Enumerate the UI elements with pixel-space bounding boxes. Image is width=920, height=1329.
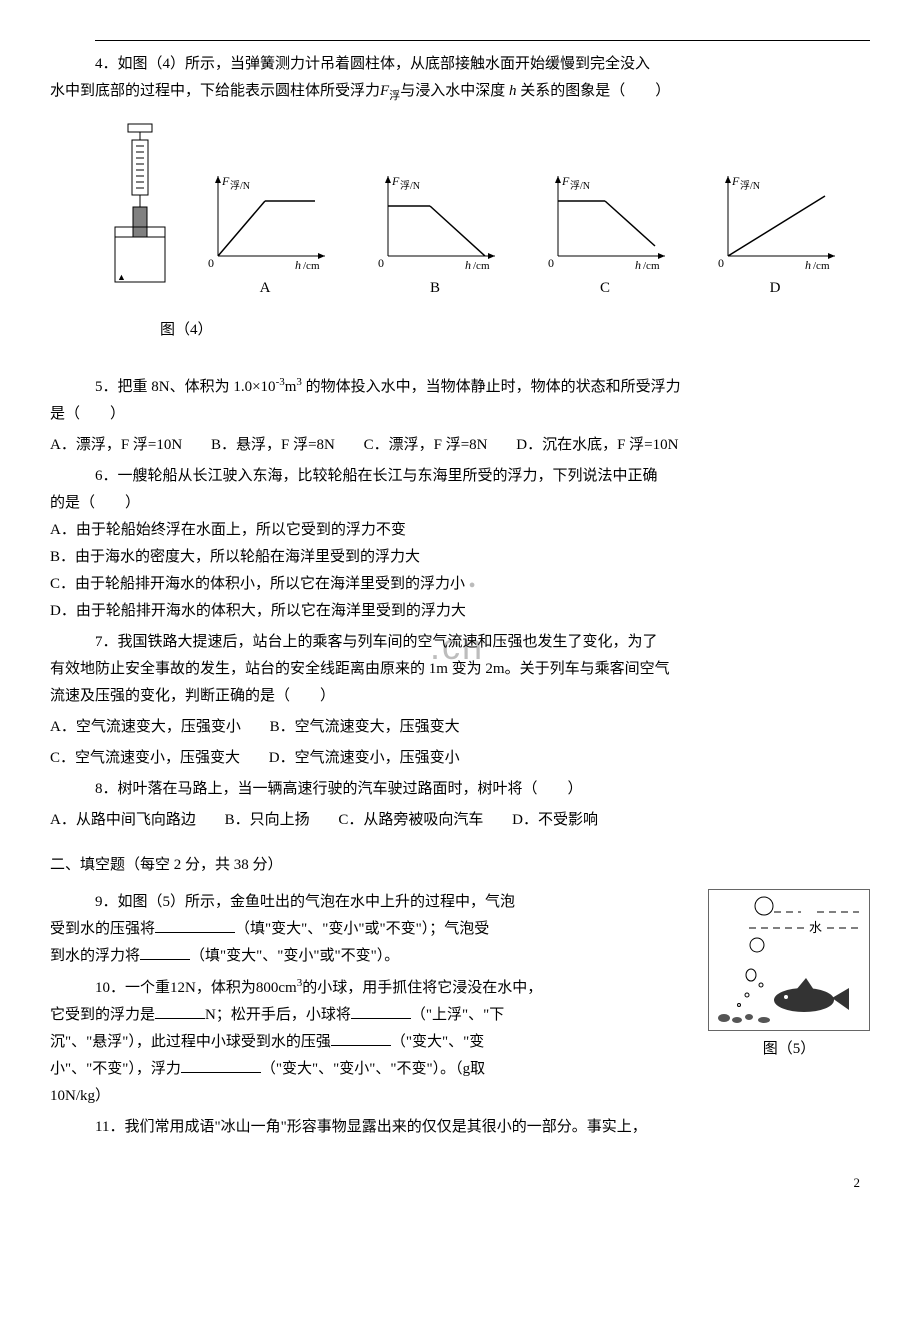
blank-input[interactable]: [351, 1003, 411, 1019]
question-8: 8．树叶落在马路上，当一辆高速行驶的汽车驶过路面时，树叶将（ ） A．从路中间飞…: [50, 776, 870, 834]
q4-number: 4．: [95, 56, 118, 72]
q4-line1: 4．如图（4）所示，当弹簧测力计吊着圆柱体，从底部接触水面开始缓慢到完全没入: [50, 51, 870, 78]
graph-d-label: D: [710, 275, 840, 302]
graph-a: F 浮/N 0 h /cm A: [200, 171, 330, 302]
figure-4-caption: 图（4）: [50, 317, 870, 344]
q11-number: 11．: [95, 1119, 124, 1135]
question-5: 5．把重 8N、体积为 1.0×10-3m3 的物体投入水中，当物体静止时，物体…: [50, 373, 870, 459]
q5-opt-d: D．沉在水底，F 浮=10N: [516, 437, 678, 453]
svg-text:F: F: [221, 174, 230, 188]
q7-line1: 7．我国铁路大提速后，站台上的乘客与列车间的空气流速和压强也发生了变化，为了: [50, 629, 870, 656]
q5-number: 5．: [95, 379, 118, 395]
q8-opt-a: A．从路中间飞向路边: [50, 812, 196, 828]
header-rule: [95, 40, 870, 41]
blank-input[interactable]: [155, 1003, 205, 1019]
page-number: 2: [50, 1171, 870, 1194]
figure-5: 水 图（5）: [708, 889, 870, 1063]
svg-text:水: 水: [809, 920, 822, 935]
question-6: 6．一艘轮船从长江驶入东海，比较轮船在长江与东海里所受的浮力，下列说法中正确 的…: [50, 463, 870, 625]
q6-opt-d: D．由于轮船排开海水的体积大，所以它在海洋里受到的浮力大: [50, 598, 870, 625]
q9-number: 9．: [95, 894, 118, 910]
svg-text:h: h: [635, 258, 641, 271]
graph-options: F 浮/N 0 h /cm A F 浮/N 0 h /cm: [200, 171, 840, 302]
q6-line1: 6．一艘轮船从长江驶入东海，比较轮船在长江与东海里所受的浮力，下列说法中正确: [50, 463, 870, 490]
svg-text:浮/N: 浮/N: [740, 180, 760, 192]
svg-text:浮/N: 浮/N: [570, 180, 590, 192]
question-11: 11．我们常用成语"冰山一角"形容事物显露出来的仅仅是其很小的一部分。事实上，: [50, 1114, 870, 1141]
graph-c: F 浮/N 0 h /cm C: [540, 171, 670, 302]
svg-text:浮/N: 浮/N: [230, 180, 250, 192]
fish-diagram: 水: [708, 889, 870, 1031]
q6-opt-c: C．由于轮船排开海水的体积小，所以它在海洋里受到的浮力小 ●: [50, 571, 870, 598]
blank-input[interactable]: [181, 1057, 261, 1073]
q8-opt-c: C．从路旁被吸向汽车: [338, 812, 483, 828]
q6-number: 6．: [95, 468, 118, 484]
svg-text:h: h: [295, 258, 301, 271]
q7-number: 7．: [95, 634, 118, 650]
question-4: 4．如图（4）所示，当弹簧测力计吊着圆柱体，从底部接触水面开始缓慢到完全没入 水…: [50, 51, 870, 107]
svg-text:浮/N: 浮/N: [400, 180, 420, 192]
graph-b: F 浮/N 0 h /cm B: [370, 171, 500, 302]
svg-text:F: F: [391, 174, 400, 188]
graph-c-label: C: [540, 275, 670, 302]
graph-b-label: B: [370, 275, 500, 302]
q5-opt-a: A．漂浮，F 浮=10N: [50, 437, 182, 453]
svg-text:0: 0: [208, 256, 214, 270]
svg-text:F: F: [731, 174, 740, 188]
q10-line5: 10N/kg）: [50, 1083, 870, 1110]
svg-text:h: h: [465, 258, 471, 271]
section-2-title: 二、填空题（每空 2 分，共 38 分）: [50, 852, 870, 879]
spring-device-diagram: ▲: [110, 122, 170, 302]
question-7: 7．我国铁路大提速后，站台上的乘客与列车间的空气流速和压强也发生了变化，为了 有…: [50, 629, 870, 772]
q7-line2: 有效地防止安全事故的发生，站台的安全线距离由原来的 1m 变为 2m。关于列车与…: [50, 656, 870, 683]
svg-text:/cm: /cm: [473, 260, 490, 271]
q5-line1: 5．把重 8N、体积为 1.0×10-3m3 的物体投入水中，当物体静止时，物体…: [50, 373, 870, 401]
figure-5-caption: 图（5）: [708, 1036, 870, 1063]
figure-4: ▲ F 浮/N 0 h /cm A: [50, 122, 870, 302]
q8-opt-b: B．只向上扬: [225, 812, 310, 828]
q5-options: A．漂浮，F 浮=10N B．悬浮，F 浮=8N C．漂浮，F 浮=8N D．沉…: [50, 432, 870, 459]
svg-text:/cm: /cm: [643, 260, 660, 271]
svg-text:/cm: /cm: [303, 260, 320, 271]
q6-opt-b: B．由于海水的密度大，所以轮船在海洋里受到的浮力大: [50, 544, 870, 571]
q8-options: A．从路中间飞向路边 B．只向上扬 C．从路旁被吸向汽车 D．不受影响: [50, 807, 870, 834]
svg-text:F: F: [561, 174, 570, 188]
q7-opt-c: C．空气流速变小，压强变大: [50, 750, 240, 766]
q6-line2: 的是（ ）: [50, 490, 870, 517]
svg-text:0: 0: [718, 256, 724, 270]
q5-line2: 是（ ）: [50, 401, 870, 428]
svg-text:0: 0: [378, 256, 384, 270]
watermark-dot: ●: [469, 579, 476, 591]
q8-number: 8．: [95, 781, 118, 797]
graph-a-label: A: [200, 275, 330, 302]
q5-opt-b: B．悬浮，F 浮=8N: [211, 437, 335, 453]
q8-opt-d: D．不受影响: [512, 812, 598, 828]
blank-input[interactable]: [140, 944, 190, 960]
svg-text:▲: ▲: [117, 272, 126, 282]
q7-options-row2: C．空气流速变小，压强变大 D．空气流速变小，压强变小: [50, 745, 870, 772]
blank-input[interactable]: [155, 917, 235, 933]
q4-line2: 水中到底部的过程中，下给能表示圆柱体所受浮力F浮与浸入水中深度 h 关系的图象是…: [50, 78, 870, 107]
q7-opt-b: B．空气流速变大，压强变大: [270, 719, 460, 735]
q8-line1: 8．树叶落在马路上，当一辆高速行驶的汽车驶过路面时，树叶将（ ）: [50, 776, 870, 803]
q7-options-row1: A．空气流速变大，压强变小 B．空气流速变大，压强变大: [50, 714, 870, 741]
q7-opt-a: A．空气流速变大，压强变小: [50, 719, 241, 735]
svg-text:0: 0: [548, 256, 554, 270]
q6-opt-a: A．由于轮船始终浮在水面上，所以它受到的浮力不变: [50, 517, 870, 544]
graph-d: F 浮/N 0 h /cm D: [710, 171, 840, 302]
q5-opt-c: C．漂浮，F 浮=8N: [364, 437, 488, 453]
blank-input[interactable]: [331, 1030, 391, 1046]
q7-opt-d: D．空气流速变小，压强变小: [269, 750, 460, 766]
svg-text:/cm: /cm: [813, 260, 830, 271]
svg-text:h: h: [805, 258, 811, 271]
q11-line1: 11．我们常用成语"冰山一角"形容事物显露出来的仅仅是其很小的一部分。事实上，: [50, 1114, 870, 1141]
q7-line3: 流速及压强的变化，判断正确的是（ ）: [50, 683, 870, 710]
q10-number: 10．: [95, 980, 125, 996]
